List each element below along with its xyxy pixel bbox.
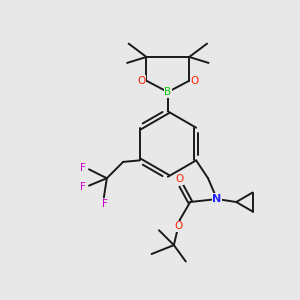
Text: O: O <box>137 76 145 86</box>
Text: O: O <box>174 221 182 231</box>
Text: O: O <box>190 76 199 86</box>
Text: F: F <box>80 182 86 192</box>
Text: F: F <box>80 163 86 173</box>
Text: B: B <box>164 87 171 97</box>
Text: N: N <box>212 194 222 204</box>
Text: O: O <box>176 174 184 184</box>
Text: F: F <box>102 199 108 209</box>
